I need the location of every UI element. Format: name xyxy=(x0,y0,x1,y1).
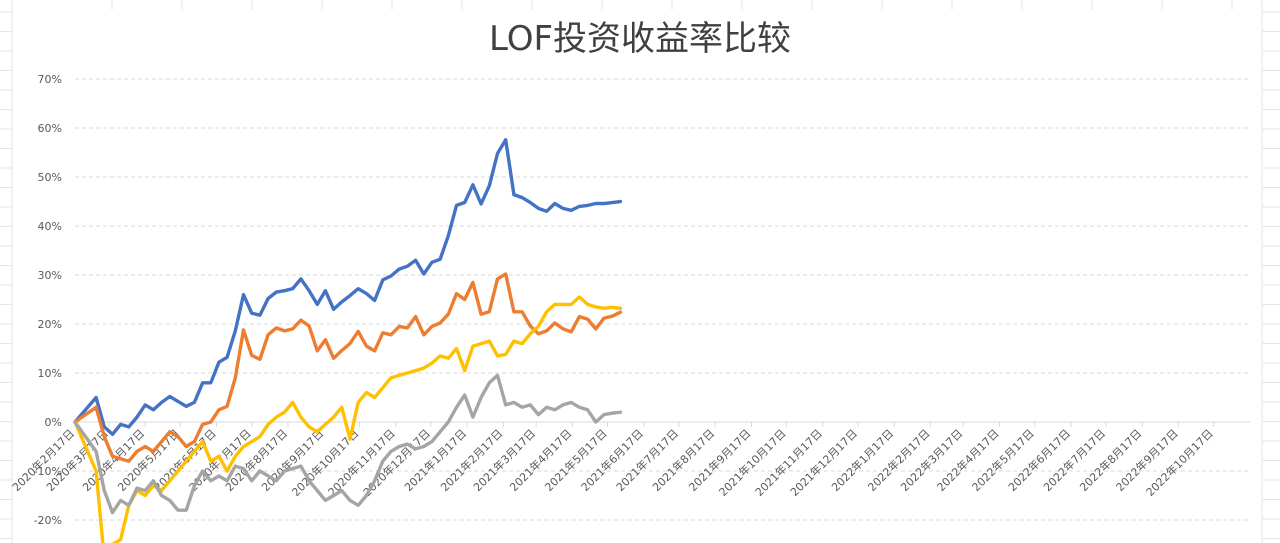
y-tick-label: -20% xyxy=(34,514,62,527)
series-line-2 xyxy=(73,272,623,463)
x-tick-label: 2021年4月17日 xyxy=(507,426,575,494)
y-tick-label: 50% xyxy=(38,171,62,184)
x-tick-label: 2022年6月17日 xyxy=(1005,426,1073,494)
x-axis-tick-labels: 2020年2月17日2020年3月17日2020年4月17日2020年5月17日… xyxy=(9,422,1216,499)
x-tick-label: 2020年9月17日 xyxy=(259,426,327,494)
y-tick-label: 10% xyxy=(38,367,62,380)
x-tick-label: 2021年9月17日 xyxy=(686,426,754,494)
x-tick-label: 2020年2月17日 xyxy=(9,426,77,494)
x-tick-label: 2022年4月17日 xyxy=(934,426,1002,494)
x-tick-label: 2021年5月17日 xyxy=(542,426,610,494)
x-tick-label: 2022年5月17日 xyxy=(969,426,1037,494)
y-tick-label: -10% xyxy=(34,465,62,478)
chart-title: LOF投资收益率比较 xyxy=(489,19,791,59)
x-tick-label: 2021年7月17日 xyxy=(613,426,681,494)
x-tick-label: 2020年3月17日 xyxy=(43,426,111,494)
x-tick-label: 2022年9月17日 xyxy=(1113,426,1181,494)
y-tick-label: 20% xyxy=(38,318,62,331)
y-tick-label: 0% xyxy=(45,416,62,429)
series-lines xyxy=(73,138,623,543)
y-axis-tick-labels: 70% 60% 50% 40% 30% 20% 10% 0% -10% -20% xyxy=(34,73,62,527)
x-tick-label: 2021年6月17日 xyxy=(578,426,646,494)
y-tick-label: 60% xyxy=(38,122,62,135)
y-tick-label: 40% xyxy=(38,220,62,233)
y-tick-label: 70% xyxy=(38,73,62,86)
x-tick-label: 2021年8月17日 xyxy=(649,426,717,494)
y-tick-label: 30% xyxy=(38,269,62,282)
x-tick-label: 2022年7月17日 xyxy=(1040,426,1108,494)
x-tick-label: 2022年8月17日 xyxy=(1077,426,1145,494)
series-line-4 xyxy=(73,373,623,515)
series-line-3 xyxy=(73,295,623,543)
x-tick-label: 2022年1月17日 xyxy=(828,426,896,494)
series-line-1 xyxy=(73,138,623,436)
